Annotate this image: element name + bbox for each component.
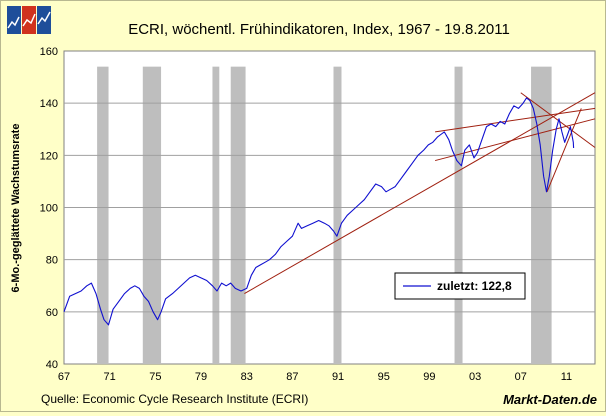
trend-line-1 (244, 92, 596, 295)
x-tick-99: 99 (423, 371, 435, 383)
trend-line-4 (546, 108, 582, 193)
x-tick-03: 03 (469, 371, 481, 383)
trend-line-2 (435, 107, 596, 133)
x-tick-75: 75 (149, 371, 161, 383)
logo-line-left (7, 16, 20, 29)
logo-line-middle (22, 13, 36, 27)
x-tick-91: 91 (332, 371, 344, 383)
y-tick-160: 160 (40, 46, 58, 58)
recession-band-4 (230, 66, 246, 365)
y-tick-60: 60 (46, 307, 58, 319)
series-layer (63, 97, 575, 326)
legend: zuletzt: 122,8 (394, 272, 526, 300)
y-tick-100: 100 (40, 203, 58, 215)
brand-mark: Markt-Daten.de (503, 392, 597, 407)
series-line-1 (63, 97, 575, 326)
recession-band-7 (531, 66, 552, 365)
x-tick-71: 71 (104, 371, 116, 383)
trend-line-5 (520, 92, 596, 148)
x-tick-67: 67 (58, 371, 70, 383)
source-note: Quelle: Economic Cycle Research Institut… (41, 392, 308, 406)
logo-line-right (37, 11, 51, 25)
x-tick-79: 79 (195, 371, 207, 383)
recession-band-2 (142, 66, 162, 365)
x-tick-87: 87 (286, 371, 298, 383)
logo-block-left (7, 6, 21, 34)
recession-band-5 (333, 66, 342, 365)
y-tick-140: 140 (40, 98, 58, 110)
grid-lines (64, 102, 595, 313)
recession-band-6 (454, 66, 463, 365)
x-tick-labels: 67 71 75 79 83 87 91 95 99 03 07 11 (58, 371, 572, 383)
y-tick-120: 120 (40, 150, 58, 162)
legend-label: zuletzt: 122,8 (437, 279, 512, 293)
x-tick-07: 07 (515, 371, 527, 383)
x-tick-95: 95 (378, 371, 390, 383)
recession-band-1 (97, 66, 109, 365)
y-axis-label: 6-Mo.-geglättete Wachstumsrate (10, 124, 22, 293)
trend-lines (244, 92, 596, 295)
y-tick-80: 80 (46, 255, 58, 267)
logo (7, 6, 51, 34)
recession-bands (97, 66, 552, 365)
y-tick-40: 40 (46, 359, 58, 371)
trend-line-3 (435, 118, 596, 162)
logo-block-middle (22, 6, 36, 34)
recession-band-3 (212, 66, 220, 365)
chart-title: ECRI, wöchentl. Frühindikatoren, Index, … (128, 21, 510, 38)
x-tick-11: 11 (561, 371, 572, 383)
x-tick-83: 83 (241, 371, 253, 383)
y-tick-labels: 40 60 80 100 120 140 160 (40, 46, 58, 371)
